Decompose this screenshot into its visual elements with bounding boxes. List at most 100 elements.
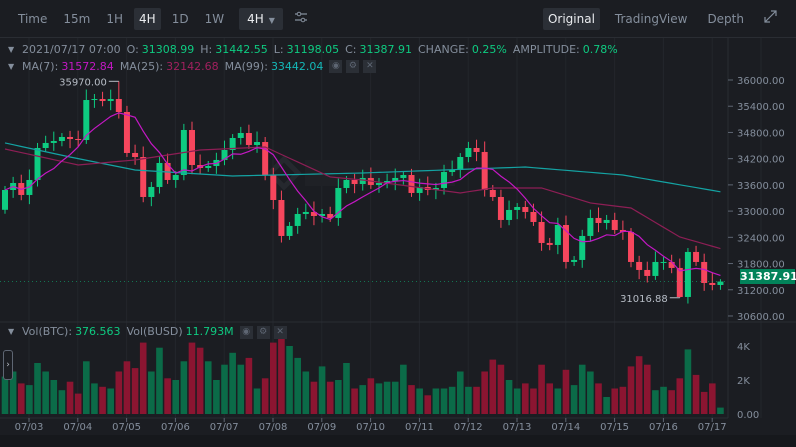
- volume-legend: ▼ Vol(BTC): 376.563 Vol(BUSD) 11.793M ◉ ⚙ ✕: [8, 325, 287, 339]
- volume-bar: [473, 386, 480, 414]
- close-icon[interactable]: ✕: [363, 60, 377, 73]
- interval-1d[interactable]: 1D: [171, 11, 189, 26]
- price-tick-label: 33600.00: [737, 181, 785, 192]
- volume-bar: [440, 388, 448, 414]
- volume-bar: [538, 364, 545, 414]
- vol-busd-label: Vol(BUSD): [126, 325, 183, 338]
- volume-bar: [261, 378, 269, 414]
- date-tick-label: 07/03: [15, 422, 44, 433]
- date-tick-label: 07/07: [210, 422, 239, 433]
- candle-up: [441, 171, 448, 188]
- candle-up: [335, 187, 342, 218]
- candle-up: [660, 261, 667, 263]
- candle-up: [156, 162, 163, 187]
- candle-down: [636, 261, 643, 270]
- price-tick-label: 35400.00: [737, 102, 785, 113]
- volume-bar: [652, 390, 659, 414]
- view-depth[interactable]: Depth: [707, 11, 744, 26]
- interval-4h[interactable]: 4H: [134, 7, 161, 30]
- volume-bar: [294, 357, 301, 414]
- date-tick-label: 07/06: [161, 422, 190, 433]
- ma99-label: MA(99):: [224, 60, 268, 73]
- interval-15m[interactable]: 15m: [63, 11, 91, 26]
- volume-bar: [131, 368, 139, 414]
- expand-icon[interactable]: [759, 8, 782, 30]
- eye-icon[interactable]: ◉: [329, 60, 343, 73]
- candle-up: [684, 251, 691, 297]
- candle-down: [530, 211, 537, 222]
- date-tick-label: 07/12: [454, 422, 483, 433]
- ma7-line: [4, 112, 721, 277]
- candle-up: [375, 183, 382, 185]
- collapse-arrow-icon[interactable]: ▼: [8, 45, 15, 54]
- candle-down: [99, 99, 106, 102]
- view-tradingview[interactable]: TradingView: [614, 11, 688, 26]
- candlestick-chart[interactable]: 36000.00 35400.00 34800.00 34200.00 33600.00…: [0, 38, 796, 435]
- candle-up: [506, 209, 513, 220]
- candle-up: [384, 180, 391, 184]
- candle-down: [497, 196, 504, 220]
- candle-down: [278, 200, 285, 236]
- volume-bar: [448, 386, 456, 414]
- low-value: 31198.05: [286, 43, 340, 56]
- volume-bar: [603, 397, 610, 414]
- candle-up: [42, 142, 49, 148]
- volume-bar: [318, 366, 326, 414]
- interval-dropdown-value: 4H: [247, 11, 264, 26]
- candle-up: [359, 177, 366, 185]
- high-marker-label: 35970.00: [59, 77, 107, 88]
- candle-up: [254, 142, 261, 145]
- view-switcher: Original TradingView Depth: [533, 7, 796, 30]
- close-icon[interactable]: ✕: [273, 325, 287, 339]
- interval-dropdown[interactable]: 4H ▼: [239, 7, 283, 30]
- volume-bar: [587, 371, 594, 414]
- candle-up: [237, 133, 244, 138]
- ma99-line: [4, 142, 721, 193]
- interval-1w[interactable]: 1W: [204, 11, 225, 26]
- volume-bar: [660, 386, 667, 414]
- candle-down: [188, 129, 195, 165]
- view-original[interactable]: Original: [542, 7, 600, 30]
- close-label: C:: [345, 43, 357, 56]
- volume-bar: [164, 378, 171, 414]
- candle-down: [351, 179, 358, 185]
- volume-bar: [1, 376, 9, 414]
- volume-bar: [497, 364, 505, 414]
- candle-up: [392, 177, 399, 181]
- sliders-icon[interactable]: [289, 8, 313, 30]
- volume-bar: [692, 374, 700, 414]
- volume-bar: [522, 383, 529, 414]
- volume-bar: [17, 383, 25, 414]
- candle-up: [717, 281, 724, 285]
- volume-bar: [400, 364, 407, 414]
- price-tick-label: 31200.00: [737, 286, 785, 297]
- candle-up: [587, 217, 594, 236]
- collapse-arrow-icon[interactable]: ▼: [8, 327, 15, 336]
- ohlc-legend: ▼ 2021/07/17 07:00 O: 31308.99 H: 31442.55…: [8, 41, 624, 75]
- amplitude-value: 0.78%: [582, 43, 618, 56]
- candle-up: [205, 166, 212, 168]
- collapse-arrow-icon[interactable]: ▼: [8, 62, 15, 71]
- candle-down: [628, 231, 635, 262]
- date-tick-label: 07/16: [649, 422, 678, 433]
- interval-1h[interactable]: 1H: [106, 11, 124, 26]
- volume-bar: [676, 378, 684, 414]
- candle-down: [538, 221, 545, 243]
- eye-icon[interactable]: ◉: [239, 325, 253, 339]
- candle-up: [554, 224, 561, 245]
- volume-bar: [562, 369, 570, 414]
- volume-bar: [99, 386, 106, 414]
- candle-up: [294, 213, 301, 226]
- volume-bar: [619, 386, 627, 414]
- expand-sidebar-handle[interactable]: ›: [3, 350, 13, 380]
- candle-up: [457, 156, 464, 170]
- ma7-value: 31572.84: [61, 60, 114, 73]
- date-tick-label: 07/05: [112, 422, 141, 433]
- volume-bar: [717, 407, 724, 414]
- gear-icon[interactable]: ⚙: [346, 60, 360, 73]
- gear-icon[interactable]: ⚙: [256, 325, 270, 339]
- date-tick-label: 07/15: [600, 422, 629, 433]
- volume-bar: [570, 385, 578, 414]
- date-tick-label: 07/13: [503, 422, 532, 433]
- interval-time[interactable]: Time: [18, 11, 48, 26]
